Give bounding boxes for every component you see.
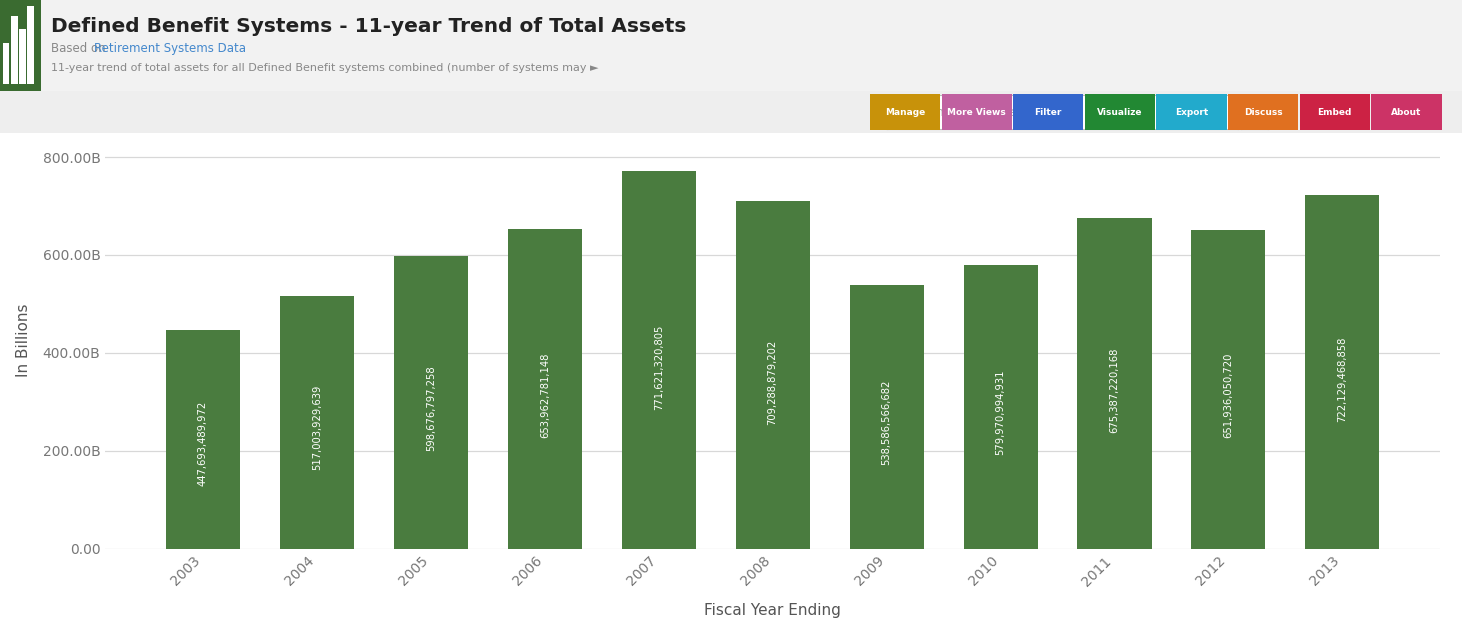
Text: About: About: [1392, 107, 1421, 117]
Bar: [1077, 218, 1152, 549]
Text: More Views: More Views: [947, 107, 1006, 117]
Text: 538,586,566,682: 538,586,566,682: [882, 380, 892, 465]
Text: 11-year trend of total assets for all Defined Benefit systems combined (number o: 11-year trend of total assets for all De…: [51, 63, 598, 73]
Bar: [963, 265, 1038, 549]
Text: Find in this Dataset: Find in this Dataset: [905, 105, 1019, 119]
Text: 517,003,929,639: 517,003,929,639: [311, 385, 322, 470]
Text: Visualize: Visualize: [1096, 107, 1143, 117]
Bar: [1306, 195, 1380, 549]
Bar: [507, 228, 582, 549]
Bar: [167, 329, 240, 549]
Bar: [28, 6, 34, 84]
Text: 579,970,994,931: 579,970,994,931: [996, 370, 1006, 456]
Text: 651,936,050,720: 651,936,050,720: [1224, 353, 1234, 439]
Bar: [1192, 230, 1266, 549]
Text: 722,129,468,858: 722,129,468,858: [1338, 336, 1348, 422]
Text: Filter: Filter: [1035, 107, 1061, 117]
Bar: [12, 16, 18, 84]
Text: Based on: Based on: [51, 42, 110, 56]
Text: Discuss: Discuss: [1244, 107, 1282, 117]
Text: Manage: Manage: [885, 107, 925, 117]
Text: 447,693,489,972: 447,693,489,972: [197, 401, 208, 487]
Bar: [19, 29, 26, 84]
Text: 653,962,781,148: 653,962,781,148: [539, 353, 550, 438]
Text: Defined Benefit Systems - 11-year Trend of Total Assets: Defined Benefit Systems - 11-year Trend …: [51, 17, 687, 36]
Text: 675,387,220,168: 675,387,220,168: [1110, 348, 1120, 433]
Bar: [393, 256, 468, 549]
Y-axis label: In Billions: In Billions: [16, 304, 31, 377]
Text: 709,288,879,202: 709,288,879,202: [768, 339, 778, 425]
Bar: [3, 43, 9, 84]
Text: Export: Export: [1175, 107, 1208, 117]
Bar: [735, 201, 810, 549]
Text: Embed: Embed: [1317, 107, 1352, 117]
Bar: [621, 171, 696, 549]
Text: Retirement Systems Data: Retirement Systems Data: [94, 42, 246, 56]
Text: ⊡: ⊡: [1249, 105, 1260, 119]
Text: 598,676,797,258: 598,676,797,258: [425, 365, 436, 451]
Text: 771,621,320,805: 771,621,320,805: [654, 325, 664, 410]
Bar: [279, 296, 354, 549]
Bar: [849, 285, 924, 549]
X-axis label: Fiscal Year Ending: Fiscal Year Ending: [705, 603, 841, 618]
